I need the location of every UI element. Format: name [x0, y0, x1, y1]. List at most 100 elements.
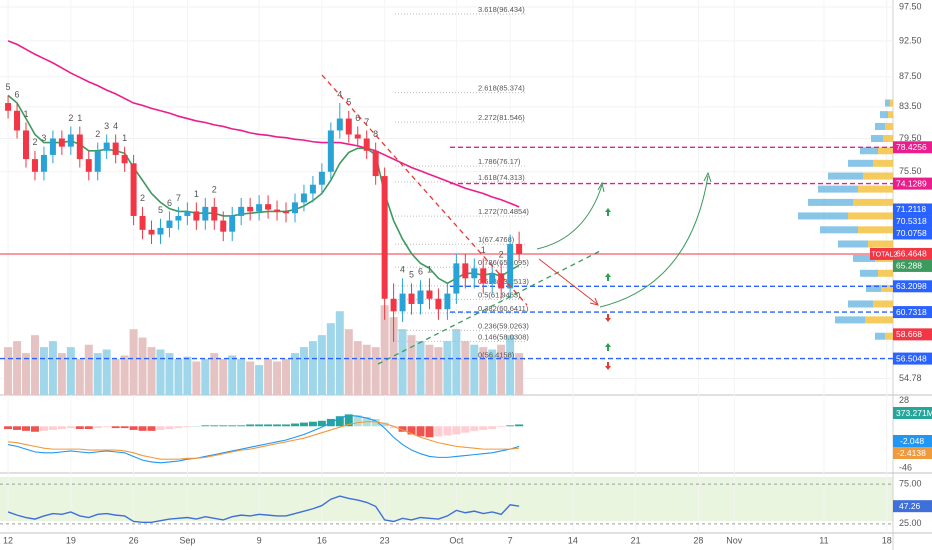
macd-tick-label: 28	[899, 395, 909, 405]
macd-histogram	[22, 426, 31, 431]
profile-up	[860, 147, 878, 155]
td-count: 2	[95, 129, 100, 139]
price-badge-label: 70.5318	[896, 216, 927, 226]
macd-histogram	[93, 426, 102, 429]
candle-body	[516, 243, 523, 254]
price-badge	[893, 328, 932, 341]
volume-bar	[344, 329, 353, 395]
td-count: 4	[337, 89, 342, 99]
volume-bar	[425, 344, 434, 395]
volume-bar	[416, 341, 425, 395]
candle-body	[31, 159, 38, 172]
fib-label: 1.786(76.17)	[478, 157, 521, 166]
candle-body	[507, 243, 514, 289]
profile-down	[865, 316, 893, 324]
x-tick-label: 26	[129, 535, 139, 545]
profile-up	[838, 240, 868, 248]
candle-body	[265, 204, 272, 210]
profile-down	[878, 269, 893, 277]
volume-bar	[39, 347, 48, 395]
macd-histogram	[66, 426, 75, 429]
volume-bar	[174, 359, 183, 395]
td-count: 6	[355, 113, 360, 123]
volume-bar	[282, 359, 291, 395]
trend-line	[321, 74, 528, 306]
macd-histogram	[273, 424, 282, 427]
signal-label: -2.4138	[897, 448, 926, 458]
profile-up	[875, 122, 885, 130]
rsi-tick-label: 25.00	[899, 518, 922, 528]
fib-label: 0.786(65.1095)	[478, 258, 529, 267]
fib-label: 1.618(74.313)	[478, 173, 525, 182]
profile-up	[885, 99, 890, 107]
td-count: 1	[122, 133, 127, 143]
x-tick-label: 14	[568, 535, 578, 545]
volume-bar	[120, 355, 129, 395]
macd-histogram	[497, 426, 506, 428]
candle-body	[480, 268, 487, 284]
x-tick-label: 18	[882, 535, 892, 545]
macd-histogram	[75, 426, 84, 430]
price-badge-label: 70.0758	[896, 228, 927, 238]
candle-body	[121, 154, 128, 164]
y-tick-label: 87.50	[899, 71, 922, 81]
candle-body	[498, 273, 505, 289]
candle-body	[471, 268, 478, 279]
macd-histogram	[147, 426, 156, 431]
candle-body	[327, 130, 334, 172]
candle-body	[274, 209, 281, 212]
profile-down	[878, 147, 893, 155]
price-badge-label: 66.4648	[896, 249, 927, 259]
fib-label: 2.272(81.546)	[478, 113, 525, 122]
td-count: 4	[400, 265, 405, 275]
td-count: 5	[409, 270, 414, 280]
profile-down	[863, 172, 893, 180]
macd-histogram	[201, 425, 210, 427]
fib-label: 0.236(59.0263)	[478, 321, 529, 330]
td-count: 1	[481, 245, 486, 255]
macd-histogram	[398, 426, 407, 432]
macd-histogram	[515, 424, 524, 427]
x-tick-label: Nov	[726, 535, 743, 545]
price-badge	[893, 280, 932, 293]
symbol-label: TOTAL2	[872, 251, 898, 258]
up-arrow	[605, 208, 611, 216]
down-arrow	[605, 362, 611, 370]
candle-body	[58, 138, 65, 147]
macd-histogram	[308, 421, 317, 427]
profile-down	[885, 332, 893, 340]
rsi-badge	[893, 500, 932, 513]
candle-body	[94, 150, 101, 172]
x-tick-label: 7	[508, 535, 513, 545]
candle-body	[336, 118, 343, 131]
candle-body	[381, 176, 388, 299]
candle-body	[399, 293, 406, 312]
macd-histogram	[389, 426, 398, 429]
td-count: 7	[176, 193, 181, 203]
profile-down	[868, 240, 893, 248]
candle-body	[489, 273, 496, 284]
volume-bar	[398, 329, 407, 395]
profile-up	[835, 316, 865, 324]
td-count: 6	[167, 198, 172, 208]
candle-body	[166, 220, 173, 228]
profile-up	[798, 212, 848, 220]
profile-up	[880, 111, 888, 119]
td-count: 3	[41, 133, 46, 143]
volume-bar	[228, 355, 237, 395]
volume-badge	[893, 407, 932, 419]
volume-bar	[4, 347, 13, 395]
volume-bar	[407, 335, 416, 395]
td-count: 7	[364, 117, 369, 127]
x-tick-label: 19	[66, 535, 76, 545]
x-tick-label: 11	[819, 535, 828, 545]
price-badge-label: 58.668	[896, 329, 922, 339]
candle-body	[202, 206, 209, 221]
candle-body	[283, 211, 290, 214]
x-tick-label: 21	[631, 535, 641, 545]
y-tick-label: 92.50	[899, 35, 922, 45]
price-badge	[893, 203, 932, 216]
candle-body	[247, 206, 254, 212]
volume-bar	[299, 347, 308, 395]
